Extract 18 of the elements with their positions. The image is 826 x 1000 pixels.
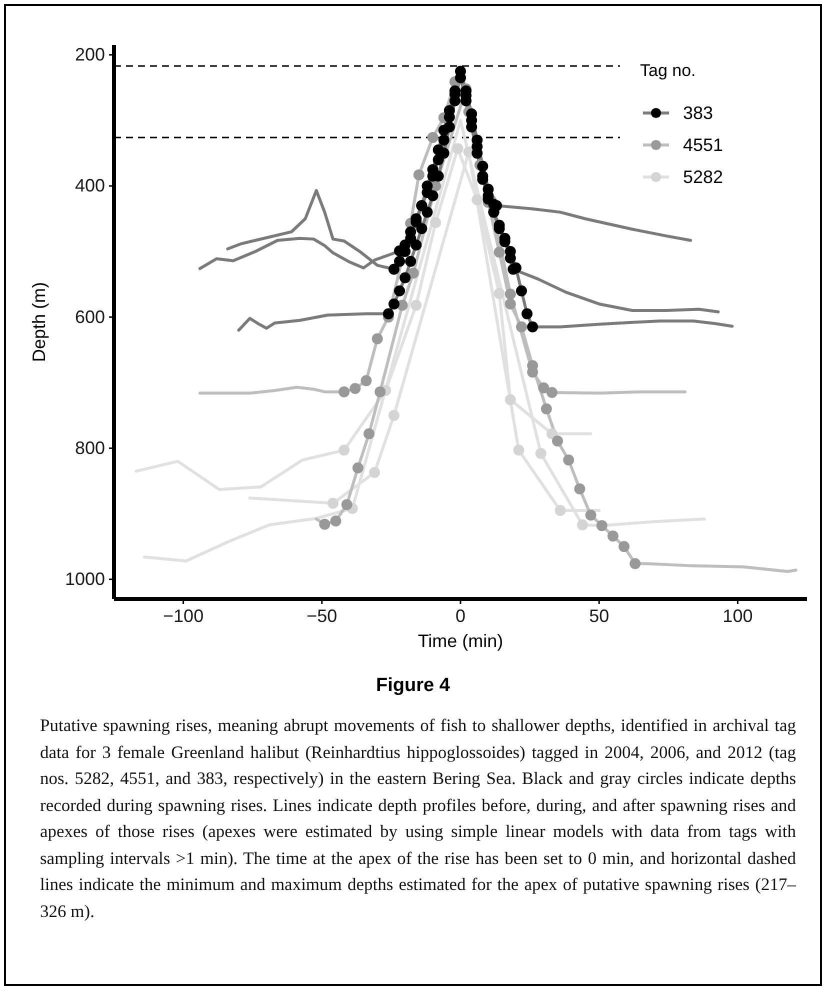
x-tick-label: −100 (163, 606, 204, 626)
y-tick-label: 400 (74, 176, 105, 196)
y-tick-label: 200 (74, 44, 105, 65)
x-tick-label: 50 (589, 606, 610, 626)
text: Putative spawning rises, meaning abrupt movements of fish to shallower depths, identified in archival tag data for 3 female Greenland halibut (Reinhardtius hippoglossoides) tagged in 2004, 2006, and 2012 (tag nos. 5282, 4551, and 383, respectively) in the eastern Bering Sea. Black and gray circles indicate depths recorded during spawning rises. Lines indicate depth profiles before, during, and after spawning rises and apexes of those rises (apexes were estimated by using simple linear models with data from tags with sampling intervals >1 min). The time at the apex of the rise has been set to 0 min, and horizontal dashed lines indicate the minimum and maximum depths estimated for the apex of putative spawning rises (217–326 m). (40, 714, 796, 922)
legend-label: 5282 (683, 167, 724, 187)
y-axis-title: Depth (m) (29, 282, 49, 362)
x-tick-label: 100 (722, 606, 753, 626)
y-tick-label: 600 (74, 306, 105, 327)
text: Figure 4 (376, 675, 450, 696)
x-tick-label: 0 (455, 606, 466, 626)
legend-label: 4551 (683, 135, 724, 155)
y-tick-label: 800 (74, 438, 105, 458)
x-tick-label: −50 (306, 606, 338, 626)
legend-label: 383 (683, 103, 714, 123)
y-tick-label: 1000 (64, 569, 105, 590)
x-axis-title: Time (min) (418, 631, 504, 651)
legend-title: Tag no. (640, 61, 696, 80)
